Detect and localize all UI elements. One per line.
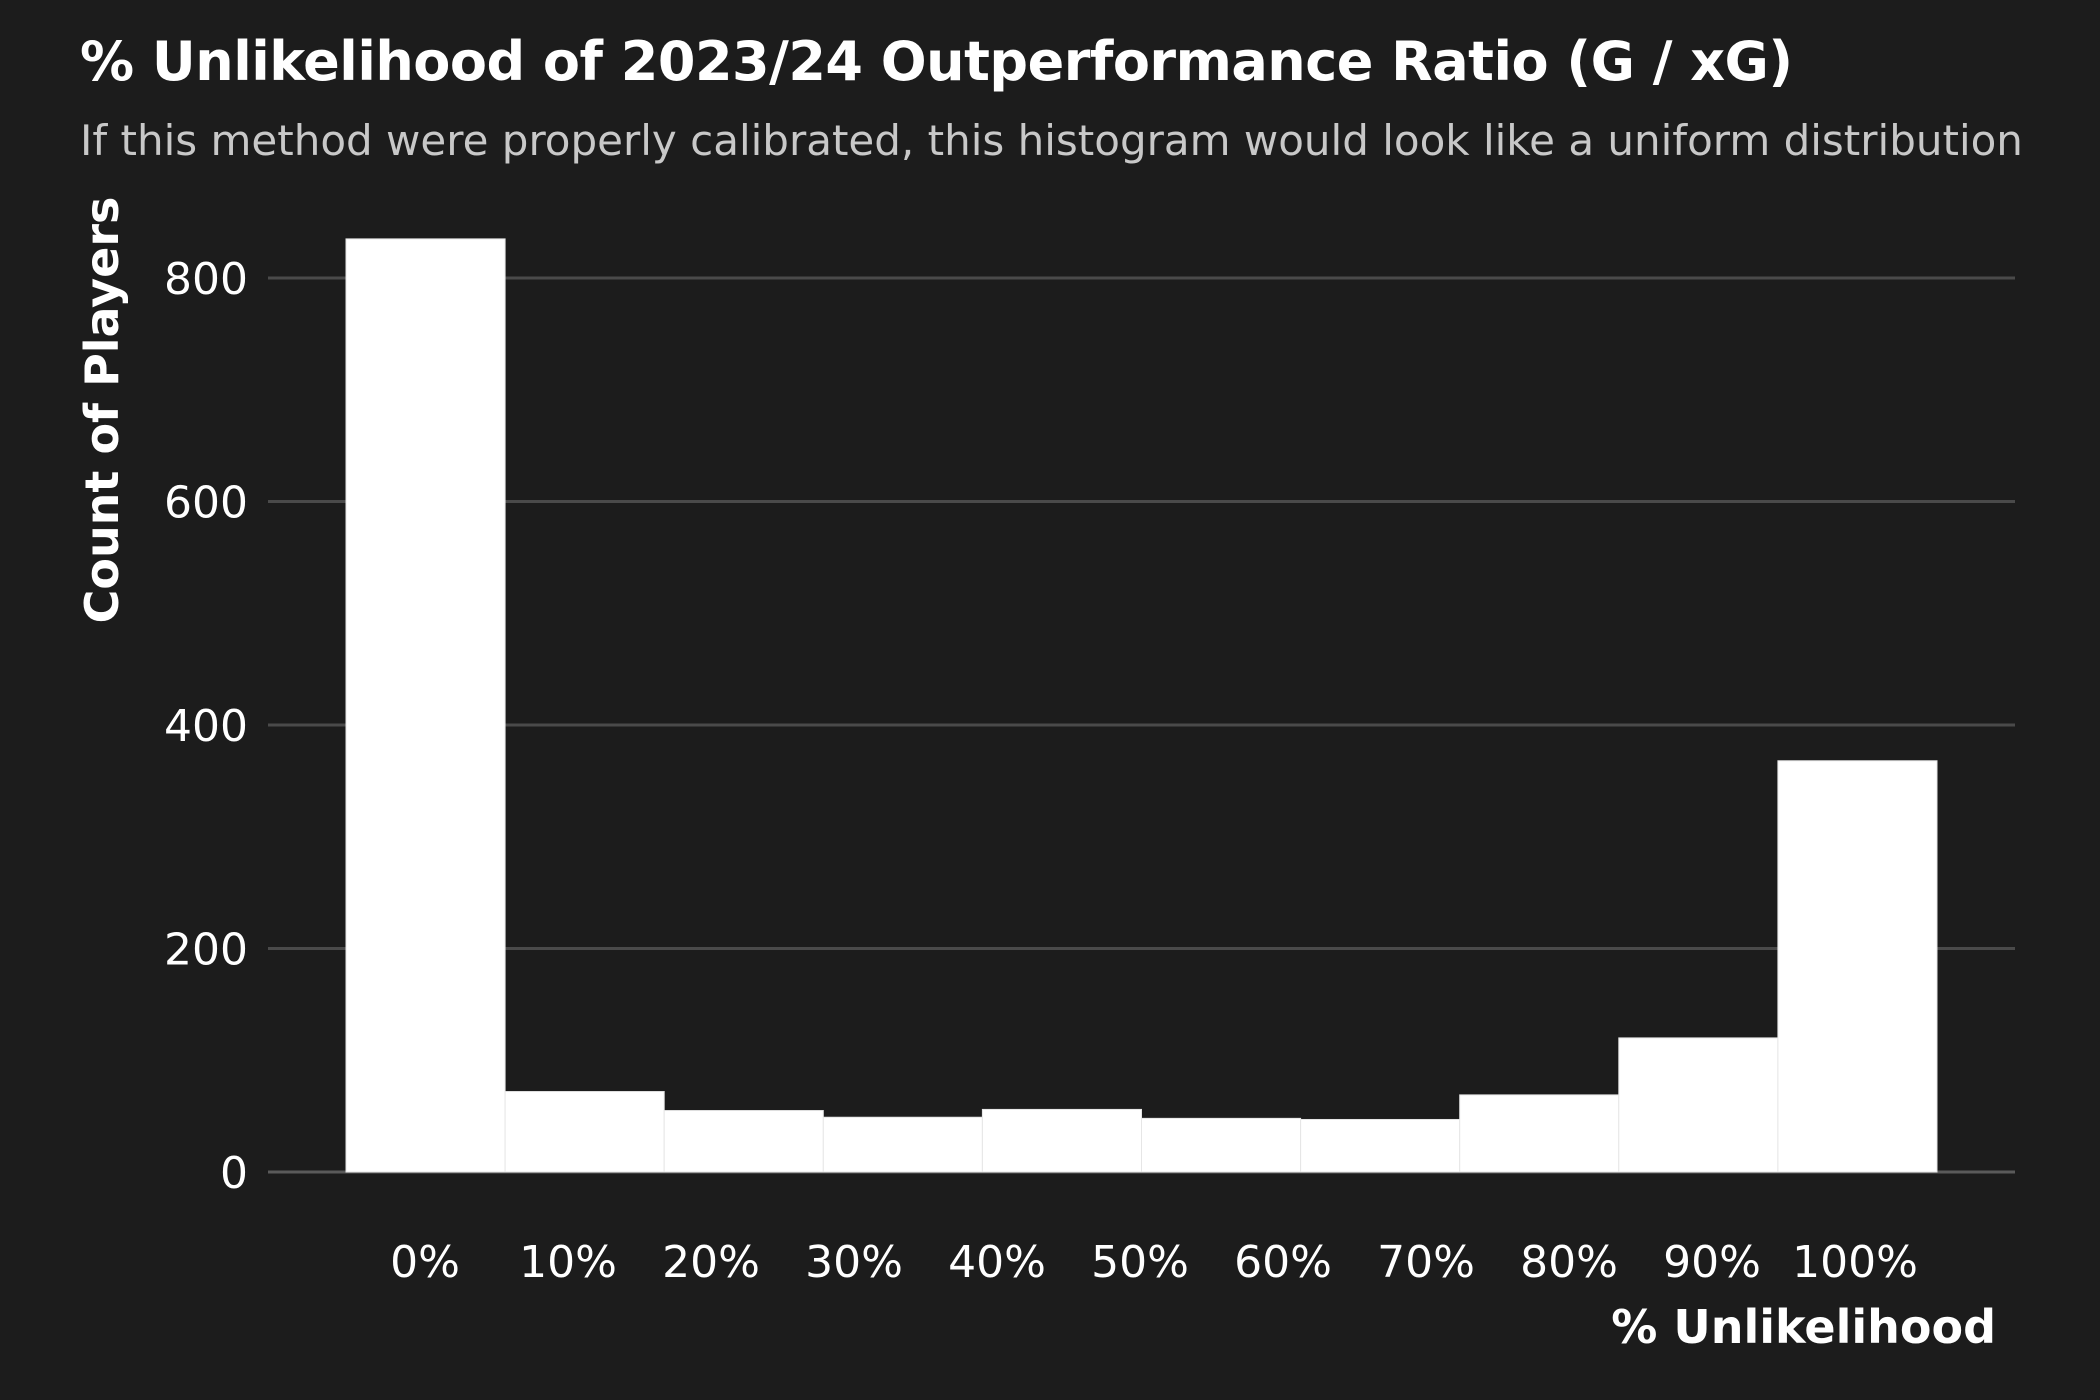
y-tick-label-400: 400 [164, 701, 248, 752]
x-tick-label-9: 90% [1663, 1237, 1761, 1288]
histogram-bar-1 [504, 1091, 665, 1173]
histogram-bar-5 [1141, 1117, 1302, 1173]
x-tick-label-8: 80% [1520, 1237, 1618, 1288]
y-tick-label-0: 0 [220, 1148, 248, 1199]
x-tick-label-5: 50% [1091, 1237, 1189, 1288]
x-tick-label-10: 100% [1792, 1237, 1918, 1288]
y-axis-title: Count of Players [75, 197, 129, 624]
histogram-bar-3 [822, 1116, 983, 1173]
histogram-bar-8 [1618, 1037, 1779, 1173]
y-tick-label-600: 600 [164, 478, 248, 529]
y-tick-label-800: 800 [164, 254, 248, 305]
x-tick-label-3: 30% [805, 1237, 903, 1288]
x-tick-label-6: 60% [1234, 1237, 1332, 1288]
x-tick-label-4: 40% [948, 1237, 1046, 1288]
x-tick-labels: 0% 10% 20% 30% 40% 50% 60% 70% 80% 90% 100% [390, 1237, 1918, 1288]
x-tick-label-0: 0% [390, 1237, 460, 1288]
histogram-bar-6 [1300, 1118, 1461, 1173]
y-tick-labels: 0 200 400 600 800 [164, 254, 248, 1199]
bars [345, 238, 1938, 1173]
histogram-bar-9 [1777, 760, 1938, 1173]
x-tick-label-1: 10% [519, 1237, 617, 1288]
histogram-bar-2 [663, 1110, 824, 1173]
x-tick-label-2: 20% [662, 1237, 760, 1288]
chart-subtitle: If this method were properly calibrated,… [80, 116, 2023, 165]
histogram-bar-7 [1459, 1094, 1620, 1173]
y-tick-label-200: 200 [164, 925, 248, 976]
chart-title: % Unlikelihood of 2023/24 Outperformance… [80, 30, 1793, 93]
x-tick-label-7: 70% [1377, 1237, 1475, 1288]
histogram-bar-4 [981, 1108, 1143, 1173]
x-axis-title: % Unlikelihood [1611, 1300, 1996, 1354]
histogram-bar-0 [345, 238, 506, 1173]
